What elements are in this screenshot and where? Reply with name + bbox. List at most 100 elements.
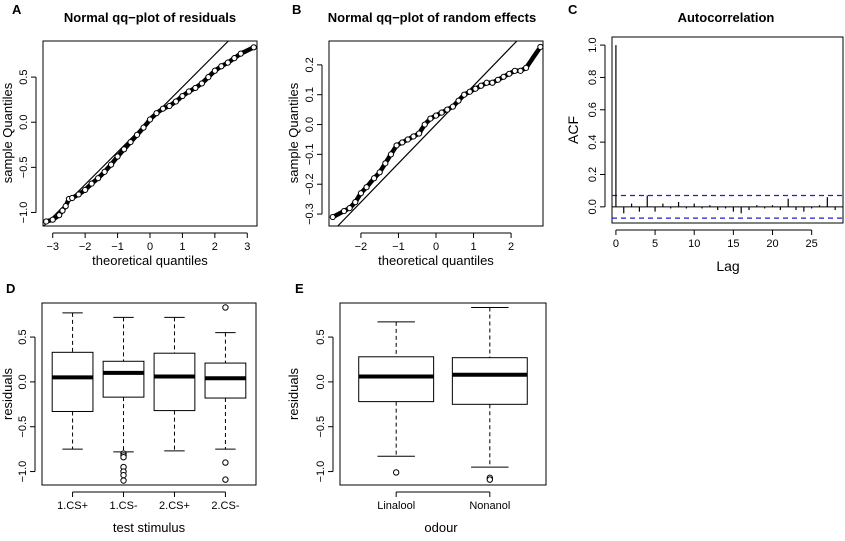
qq-point: [133, 131, 141, 138]
qq-point: [69, 194, 76, 202]
qq-point: [477, 82, 485, 89]
qq-point: [166, 102, 173, 110]
box: [204, 362, 247, 399]
qq-point: [224, 59, 231, 66]
panel-b-plot-area: −2 −1 0 1 2 −0.3 −0.2 −0.1 0.0 0.1 0.2: [304, 40, 544, 253]
qq-point: [416, 130, 423, 137]
qq-point: [382, 160, 389, 167]
qq-point: [107, 161, 115, 168]
panel-b-xlabel: theoretical quantiles: [378, 253, 494, 268]
x-tick-label: −2: [79, 241, 92, 253]
qq-point: [393, 142, 400, 149]
qq-point: [511, 67, 518, 74]
panel-b: B Normal qq−plot of random effects −2 −1 0…: [286, 2, 544, 268]
y-tick-label: −1.0: [17, 461, 29, 483]
qq-point: [363, 184, 370, 191]
panel-d: D −1.0 −0.5 0.0 0.5 1.CS+ 1.CS- 2.CS+ 2.CS- tes…: [0, 281, 257, 535]
qq-point: [517, 67, 524, 74]
qq-point: [537, 43, 544, 51]
x-tick-label: 2.CS-: [211, 500, 239, 512]
qq-point: [62, 203, 69, 210]
panel-e-xlabel: odour: [424, 520, 458, 535]
y-tick-label: −0.5: [17, 416, 29, 438]
qq-point: [172, 98, 180, 105]
y-tick-label: −0.2: [304, 173, 316, 195]
y-tick-label: 0.5: [17, 329, 29, 344]
qq-point: [56, 212, 63, 219]
qq-point: [198, 80, 205, 87]
qq-point: [500, 73, 507, 80]
box: [358, 356, 435, 403]
panel-c-plot-box: [611, 36, 844, 224]
qq-point: [449, 103, 456, 110]
qq-point: [127, 138, 134, 146]
y-tick-label: 0.1: [304, 87, 316, 102]
y-tick-label: 0.2: [304, 57, 316, 72]
outlier-point: [222, 476, 229, 483]
qq-point: [466, 88, 473, 95]
qq-point: [357, 190, 365, 197]
panel-b-plot-box: [328, 40, 544, 227]
panel-c-ylabel: ACF: [565, 116, 581, 144]
x-tick-label: 1.CS-: [109, 500, 137, 512]
panel-c-title: Autocorrelation: [678, 10, 775, 25]
qq-point: [88, 180, 95, 187]
panel-d-ylabel: residuals: [0, 367, 15, 420]
y-tick-label: 0.0: [18, 115, 30, 130]
x-tick-label: 3: [244, 241, 250, 253]
y-tick-label: 0.0: [17, 374, 29, 389]
panel-letter-d: D: [6, 281, 15, 296]
x-tick-label: 0: [613, 238, 619, 250]
qq-point: [427, 115, 434, 122]
qq-point: [75, 191, 82, 198]
qq-point: [114, 153, 121, 160]
panel-e-plot-box: [339, 302, 547, 486]
panel-a-plot-box: [42, 40, 258, 227]
y-tick-label: −0.1: [304, 144, 316, 166]
panel-a-xlabel: theoretical quantiles: [92, 253, 208, 268]
qq-point: [179, 92, 186, 100]
qq-point: [237, 50, 244, 57]
qq-point: [472, 85, 479, 92]
x-tick-label: 1.CS+: [57, 500, 88, 512]
y-tick-label: 0.0: [315, 374, 327, 389]
box: [153, 352, 196, 412]
qq-point: [59, 207, 66, 214]
panel-letter-c: C: [568, 2, 578, 17]
x-tick-label: 5: [652, 238, 658, 250]
box: [451, 357, 528, 405]
qq-point: [352, 199, 359, 206]
panel-e-plot-area: −1.0 −0.5 0.0 0.5 Linalool Nonanol: [315, 306, 528, 512]
qq-point: [461, 91, 468, 98]
qq-point: [95, 175, 102, 182]
qq-point: [346, 204, 353, 212]
qq-point: [146, 116, 154, 123]
qq-point: [101, 168, 108, 175]
y-tick-label: 0.2: [587, 167, 599, 182]
qq-point: [218, 63, 225, 70]
qq-point: [140, 124, 147, 131]
qq-point: [120, 146, 128, 153]
outlier-point: [120, 454, 127, 461]
y-tick-label: 0.8: [587, 70, 599, 85]
qq-point: [421, 121, 428, 128]
qq-point: [404, 136, 411, 143]
x-tick-label: −3: [46, 241, 59, 253]
qq-point: [387, 151, 395, 158]
qq-point: [43, 218, 50, 225]
panel-a-ylabel: sample Quantiles: [0, 82, 15, 183]
qq-point: [438, 109, 445, 116]
x-tick-label: 10: [688, 238, 700, 250]
y-tick-label: −1.0: [18, 202, 30, 224]
x-tick-label: 1: [470, 241, 476, 253]
y-tick-label: 1.0: [587, 37, 599, 52]
qq-point: [376, 169, 383, 176]
qq-point: [399, 139, 406, 146]
panel-e: E −1.0 −0.5 0.0 0.5 Linalool Nonanol odour re…: [286, 281, 547, 535]
x-tick-label: 1: [179, 241, 185, 253]
qq-point: [455, 97, 462, 104]
x-tick-label: 2: [508, 241, 514, 253]
y-tick-label: 0.0: [587, 199, 599, 214]
qq-point: [432, 112, 440, 119]
panel-a: A Normal qq−plot of residuals −3 −2 −1 0 1 2 3…: [0, 2, 258, 268]
